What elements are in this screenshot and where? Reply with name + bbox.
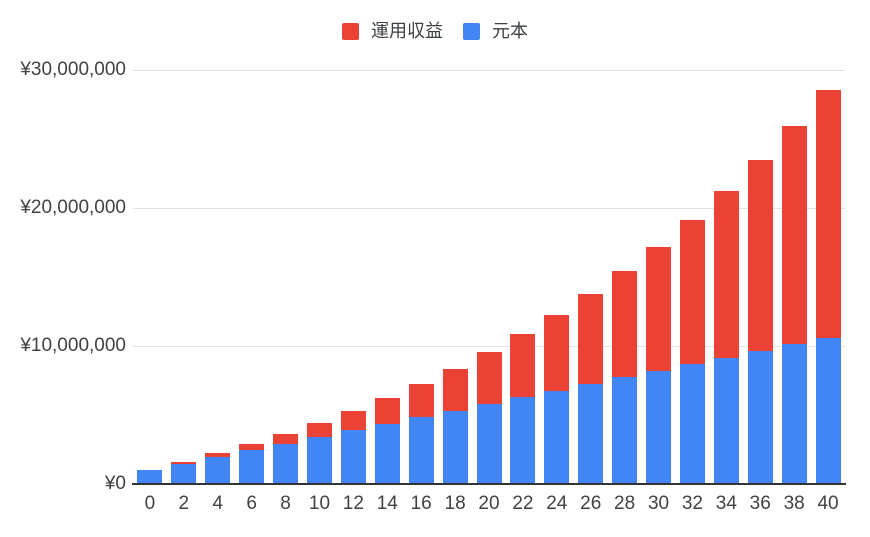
- bar-profit-year-24[interactable]: [544, 314, 570, 391]
- bar-principal-year-4[interactable]: [205, 456, 231, 484]
- x-tick-label-32: 32: [681, 493, 703, 514]
- x-tick-label-28: 28: [614, 493, 636, 514]
- bar-profit-year-22[interactable]: [510, 334, 536, 398]
- bar-principal-year-10[interactable]: [306, 437, 332, 484]
- bar-profit-year-18[interactable]: [442, 368, 468, 411]
- bar-principal-year-0[interactable]: [137, 470, 163, 484]
- bar-profit-year-12[interactable]: [340, 410, 366, 431]
- x-tick-label-36: 36: [749, 493, 771, 514]
- x-tick-label-10: 10: [308, 493, 331, 514]
- bar-profit-year-16[interactable]: [408, 383, 434, 418]
- bar-profit-year-10[interactable]: [306, 422, 332, 438]
- bar-principal-year-30[interactable]: [646, 370, 672, 484]
- bar-profit-year-6[interactable]: [239, 444, 265, 451]
- x-tick-label-40: 40: [817, 493, 839, 514]
- bar-principal-year-38[interactable]: [781, 344, 807, 484]
- x-tick-label-18: 18: [444, 493, 466, 514]
- x-tick-label-14: 14: [376, 493, 398, 514]
- bar-principal-year-36[interactable]: [747, 350, 773, 484]
- legend-label-principal: 元本: [492, 21, 528, 41]
- bar-principal-year-6[interactable]: [239, 450, 265, 484]
- x-tick-label-16: 16: [410, 493, 432, 514]
- bar-principal-year-32[interactable]: [679, 364, 705, 484]
- x-tick-label-22: 22: [512, 493, 534, 514]
- bar-principal-year-12[interactable]: [340, 430, 366, 484]
- x-tick-label-2: 2: [178, 493, 190, 514]
- bar-profit-year-2[interactable]: [171, 462, 197, 464]
- legend-swatch-principal-icon: [463, 22, 480, 40]
- x-axis-line: [132, 483, 846, 485]
- bar-principal-year-8[interactable]: [273, 443, 299, 484]
- bar-profit-year-14[interactable]: [374, 397, 400, 424]
- chart-legend: 運用収益 元本: [0, 22, 870, 40]
- x-tick-label-24: 24: [546, 493, 568, 514]
- bar-principal-year-2[interactable]: [171, 463, 197, 484]
- y-tick-label-0: ¥0: [104, 473, 126, 494]
- bar-principal-year-40[interactable]: [815, 337, 841, 484]
- bar-principal-year-20[interactable]: [476, 403, 502, 484]
- gridline-20000000: [133, 207, 845, 209]
- legend-label-profit: 運用収益: [371, 21, 443, 41]
- x-tick-label-30: 30: [647, 493, 670, 514]
- bar-profit-year-4[interactable]: [205, 453, 231, 457]
- legend-swatch-profit-icon: [342, 22, 359, 40]
- bar-principal-year-28[interactable]: [612, 377, 638, 484]
- bar-principal-year-34[interactable]: [713, 357, 739, 484]
- bar-principal-year-24[interactable]: [544, 390, 570, 484]
- gridline-10000000: [133, 345, 845, 347]
- bar-profit-year-20[interactable]: [476, 352, 502, 404]
- bar-principal-year-22[interactable]: [510, 397, 536, 484]
- x-tick-label-38: 38: [783, 493, 805, 514]
- y-tick-label-30000000: ¥30,000,000: [20, 59, 126, 80]
- x-tick-label-12: 12: [342, 493, 364, 514]
- legend-item-profit[interactable]: 運用収益: [342, 22, 443, 40]
- gridline-30000000: [133, 69, 845, 71]
- bar-principal-year-18[interactable]: [442, 410, 468, 484]
- legend-item-principal[interactable]: 元本: [463, 22, 528, 40]
- bar-profit-year-36[interactable]: [747, 160, 773, 351]
- bar-profit-year-34[interactable]: [713, 191, 739, 358]
- x-tick-label-8: 8: [280, 493, 291, 514]
- x-tick-label-34: 34: [715, 493, 737, 514]
- bar-profit-year-8[interactable]: [273, 433, 299, 444]
- bar-profit-year-30[interactable]: [646, 246, 672, 371]
- bar-profit-year-28[interactable]: [612, 271, 638, 378]
- bar-profit-year-26[interactable]: [578, 293, 604, 385]
- x-tick-label-4: 4: [212, 493, 224, 514]
- bar-profit-year-40[interactable]: [815, 89, 841, 338]
- bar-principal-year-14[interactable]: [374, 423, 400, 484]
- bar-principal-year-26[interactable]: [578, 384, 604, 484]
- x-tick-label-6: 6: [246, 493, 257, 514]
- y-tick-label-10000000: ¥10,000,000: [20, 335, 126, 356]
- y-tick-label-20000000: ¥20,000,000: [20, 197, 126, 218]
- bar-profit-year-32[interactable]: [679, 220, 705, 365]
- x-tick-label-20: 20: [478, 493, 500, 514]
- x-tick-label-0: 0: [144, 493, 156, 514]
- x-tick-label-26: 26: [580, 493, 602, 514]
- bar-principal-year-16[interactable]: [408, 417, 434, 484]
- bar-profit-year-38[interactable]: [781, 126, 807, 345]
